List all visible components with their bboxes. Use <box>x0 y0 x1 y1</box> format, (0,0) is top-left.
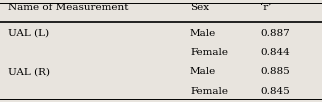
Text: UAL (L): UAL (L) <box>8 29 49 38</box>
Text: Female: Female <box>190 48 228 57</box>
Text: 0.885: 0.885 <box>260 68 290 76</box>
Text: 0.845: 0.845 <box>260 87 290 96</box>
Text: 0.844: 0.844 <box>260 48 290 57</box>
Text: Male: Male <box>190 68 216 76</box>
Text: UAL (R): UAL (R) <box>8 68 50 76</box>
Text: Male: Male <box>190 29 216 38</box>
Text: Name of Measurement: Name of Measurement <box>8 3 128 12</box>
Text: Sex: Sex <box>190 3 209 12</box>
Text: 0.887: 0.887 <box>260 29 290 38</box>
Text: ‘r’: ‘r’ <box>260 3 272 12</box>
Text: Female: Female <box>190 87 228 96</box>
